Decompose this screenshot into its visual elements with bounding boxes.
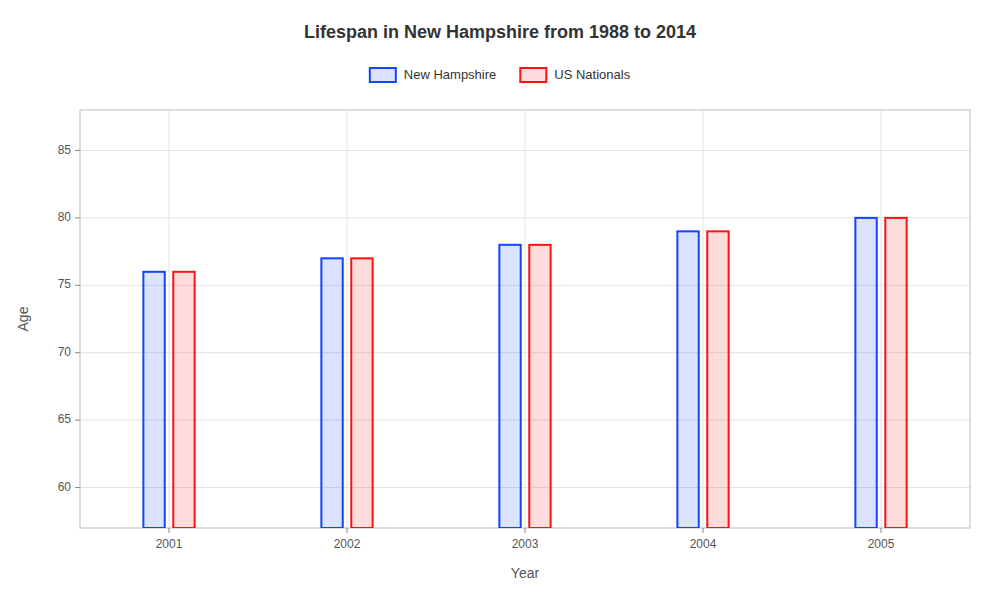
bars bbox=[143, 218, 906, 528]
axes: 60 65 70 75 80 85 2001 2002 2003 2004 2005 bbox=[58, 143, 895, 551]
bar bbox=[351, 258, 372, 528]
grid-line-x bbox=[881, 110, 882, 528]
legend: New Hampshire US Nationals bbox=[370, 67, 631, 82]
grid bbox=[80, 110, 970, 528]
grid-line-x bbox=[703, 110, 704, 528]
bar bbox=[173, 272, 194, 528]
y-tick-label: 85 bbox=[58, 143, 72, 157]
grid-line-x bbox=[169, 110, 170, 528]
y-tick-label: 60 bbox=[58, 480, 72, 494]
x-tick bbox=[525, 528, 526, 533]
y-tick-label: 65 bbox=[58, 412, 72, 426]
plot-frame bbox=[80, 110, 970, 528]
bar bbox=[855, 218, 876, 528]
x-tick-label: 2001 bbox=[156, 537, 183, 551]
legend-label: New Hampshire bbox=[404, 67, 496, 82]
y-tick-label: 70 bbox=[58, 345, 72, 359]
bar bbox=[707, 231, 728, 528]
x-tick-label: 2005 bbox=[868, 537, 895, 551]
x-tick bbox=[169, 528, 170, 533]
grid-line-x bbox=[525, 110, 526, 528]
grid-line-x bbox=[347, 110, 348, 528]
x-tick-label: 2002 bbox=[334, 537, 361, 551]
bar bbox=[677, 231, 698, 528]
bar bbox=[321, 258, 342, 528]
legend-label: US Nationals bbox=[554, 67, 630, 82]
x-tick bbox=[703, 528, 704, 533]
y-axis-label: Age bbox=[15, 306, 31, 331]
chart-container: 60 65 70 75 80 85 2001 2002 2003 2004 2005 Lifespan… bbox=[0, 0, 1000, 600]
bar bbox=[529, 245, 550, 528]
legend-swatch bbox=[370, 68, 396, 82]
chart: 60 65 70 75 80 85 2001 2002 2003 2004 2005 Lifespan… bbox=[0, 0, 1000, 600]
x-tick-label: 2004 bbox=[690, 537, 717, 551]
y-tick bbox=[75, 420, 80, 421]
bar bbox=[499, 245, 520, 528]
legend-swatch bbox=[520, 68, 546, 82]
x-tick-label: 2003 bbox=[512, 537, 539, 551]
x-tick bbox=[347, 528, 348, 533]
y-tick-label: 75 bbox=[58, 277, 72, 291]
title: Lifespan in New Hampshire from 1988 to 2… bbox=[304, 22, 696, 42]
y-tick bbox=[75, 150, 80, 151]
bar bbox=[885, 218, 906, 528]
x-axis-label: Year bbox=[511, 565, 540, 581]
y-tick-label: 80 bbox=[58, 210, 72, 224]
x-tick bbox=[881, 528, 882, 533]
y-tick bbox=[75, 352, 80, 353]
y-tick bbox=[75, 285, 80, 286]
y-tick bbox=[75, 217, 80, 218]
bar bbox=[143, 272, 164, 528]
y-tick bbox=[75, 487, 80, 488]
